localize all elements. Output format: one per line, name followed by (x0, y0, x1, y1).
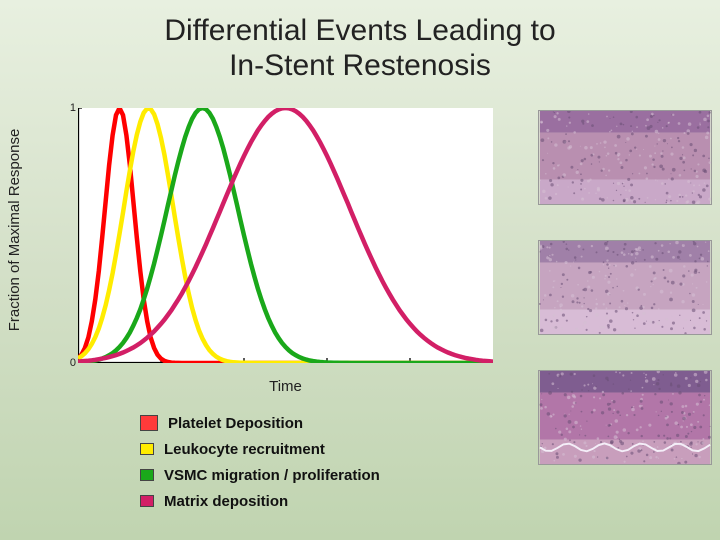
legend-swatch (140, 495, 154, 507)
legend-swatch (140, 443, 154, 455)
histology-image (538, 110, 712, 205)
chart-svg (78, 108, 493, 363)
y-axis-label: Fraction of Maximal Response (6, 129, 23, 332)
legend-swatch (140, 469, 154, 481)
legend-label: Matrix deposition (164, 493, 288, 510)
legend-item: Platelet Deposition (140, 410, 380, 436)
ytick-label: 0 (62, 357, 76, 369)
legend: Platelet Deposition Leukocyte recruitment… (140, 410, 380, 514)
legend-item: VSMC migration / proliferation (140, 462, 380, 488)
title-line-1: Differential Events Leading to (0, 14, 720, 49)
histology-image (538, 240, 712, 335)
slide-title: Differential Events Leading to In-Stent … (0, 14, 720, 83)
legend-item: Leukocyte recruitment (140, 436, 380, 462)
title-line-2: In-Stent Restenosis (0, 49, 720, 84)
legend-label: Platelet Deposition (168, 415, 303, 432)
x-axis-label: Time (78, 378, 493, 395)
legend-swatch (140, 415, 158, 431)
legend-item: Matrix deposition (140, 488, 380, 514)
legend-label: Leukocyte recruitment (164, 441, 325, 458)
legend-label: VSMC migration / proliferation (164, 467, 380, 484)
ytick-label: 1 (62, 102, 76, 114)
chart-plot-area (78, 108, 493, 363)
histology-image (538, 370, 712, 465)
